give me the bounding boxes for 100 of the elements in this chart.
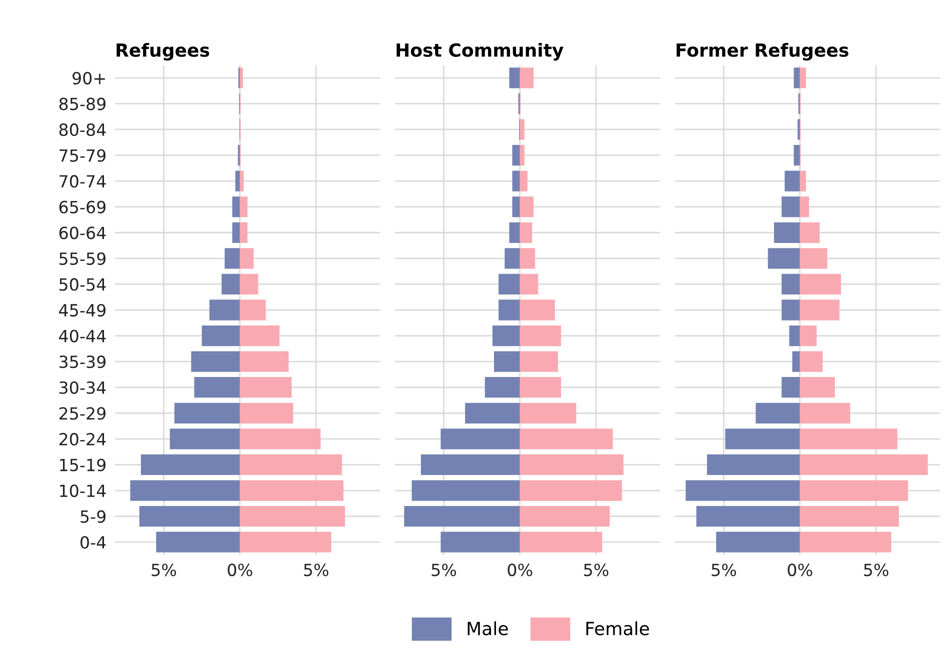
bar: [139, 506, 240, 527]
bar: [716, 532, 800, 552]
x-tick-label: 5%: [304, 564, 328, 576]
bar: [784, 170, 800, 192]
bar: [512, 170, 520, 192]
bar: [782, 274, 800, 295]
y-tick-label: 35-39: [60, 356, 106, 368]
legend-label: Male: [468, 621, 508, 636]
bar: [800, 325, 817, 346]
bar: [756, 402, 800, 424]
y-tick-label: 80-84: [59, 123, 106, 136]
bar: [240, 351, 289, 372]
bar: [800, 402, 850, 424]
y-tick-label: 30-34: [60, 381, 106, 394]
bar: [768, 248, 800, 269]
bar: [800, 300, 840, 320]
bar: [520, 300, 555, 320]
y-tick-label: 25-29: [59, 407, 106, 420]
bar: [789, 325, 800, 346]
bar: [404, 506, 520, 527]
y-tick-label: 45-49: [59, 304, 106, 317]
bar: [800, 532, 892, 552]
bar: [130, 480, 240, 501]
bar: [520, 532, 602, 552]
bar: [520, 506, 610, 527]
bar: [240, 300, 266, 320]
bar: [800, 377, 835, 398]
y-tick-label: 60-64: [59, 226, 106, 240]
bar: [140, 454, 240, 476]
bar: [520, 196, 534, 218]
bar: [240, 454, 342, 476]
bar: [520, 428, 613, 450]
y-tick-label: 50-54: [60, 278, 106, 291]
bar: [240, 68, 243, 88]
bar: [492, 325, 520, 346]
y-tick-label: 15-19: [60, 458, 106, 472]
y-tick-label: 10-14: [60, 484, 106, 498]
y-tick-label: 55-59: [60, 252, 106, 265]
bar: [782, 377, 800, 398]
bar: [792, 351, 800, 372]
y-tick-label: 65-69: [59, 200, 106, 214]
bar: [782, 300, 800, 320]
bar: [240, 506, 345, 527]
y-tick-label: 40-44: [59, 330, 106, 342]
bar: [520, 351, 558, 372]
bar: [174, 402, 240, 424]
bar: [774, 222, 800, 243]
bar: [520, 377, 562, 398]
bar: [520, 248, 536, 269]
bar: [235, 170, 240, 192]
bar: [800, 170, 806, 192]
x-tick-label: 5%: [152, 564, 176, 576]
bar: [240, 196, 248, 218]
bar: [800, 68, 806, 88]
bar: [794, 68, 800, 88]
bar: [782, 196, 800, 218]
x-tick-label: 0%: [788, 564, 812, 576]
bar: [494, 351, 520, 372]
bar: [504, 248, 520, 269]
bar: [156, 532, 240, 552]
bar: [725, 428, 800, 450]
bar: [484, 377, 520, 398]
bar: [520, 402, 576, 424]
bar: [420, 454, 520, 476]
bar: [696, 506, 800, 527]
bar: [170, 428, 240, 450]
x-tick-label: 0%: [228, 564, 252, 576]
bar: [520, 480, 622, 501]
x-tick-label: 5%: [864, 564, 888, 576]
bar: [520, 68, 534, 88]
x-tick-label: 5%: [432, 564, 456, 576]
bar: [240, 480, 344, 501]
bar: [520, 222, 532, 243]
bar: [520, 170, 528, 192]
bar: [498, 274, 520, 295]
bar: [498, 300, 520, 320]
bar: [794, 144, 800, 166]
bar: [800, 428, 898, 450]
bar: [240, 402, 294, 424]
x-tick-label: 5%: [712, 564, 736, 576]
bar: [706, 454, 800, 476]
bar: [509, 68, 520, 88]
bar: [240, 170, 244, 192]
bar: [240, 377, 292, 398]
bar: [194, 377, 240, 398]
bar: [800, 274, 842, 295]
bar: [232, 196, 240, 218]
bar: [240, 428, 321, 450]
bar: [512, 196, 520, 218]
chart-title: Refugees: [116, 42, 210, 61]
y-tick-label: 90+: [72, 72, 105, 84]
bar: [512, 144, 520, 166]
bar: [202, 325, 240, 346]
bar: [240, 274, 258, 295]
bar: [800, 454, 928, 476]
bar: [800, 248, 828, 269]
bar: [800, 222, 820, 243]
x-tick-label: 5%: [584, 564, 608, 576]
bar: [520, 325, 562, 346]
bar: [800, 196, 810, 218]
